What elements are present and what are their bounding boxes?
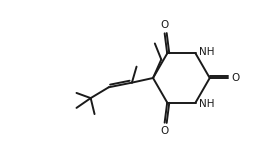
Text: O: O xyxy=(231,73,239,83)
Text: NH: NH xyxy=(199,47,214,57)
Text: O: O xyxy=(160,126,169,136)
Text: O: O xyxy=(160,20,169,30)
Text: NH: NH xyxy=(199,99,214,109)
